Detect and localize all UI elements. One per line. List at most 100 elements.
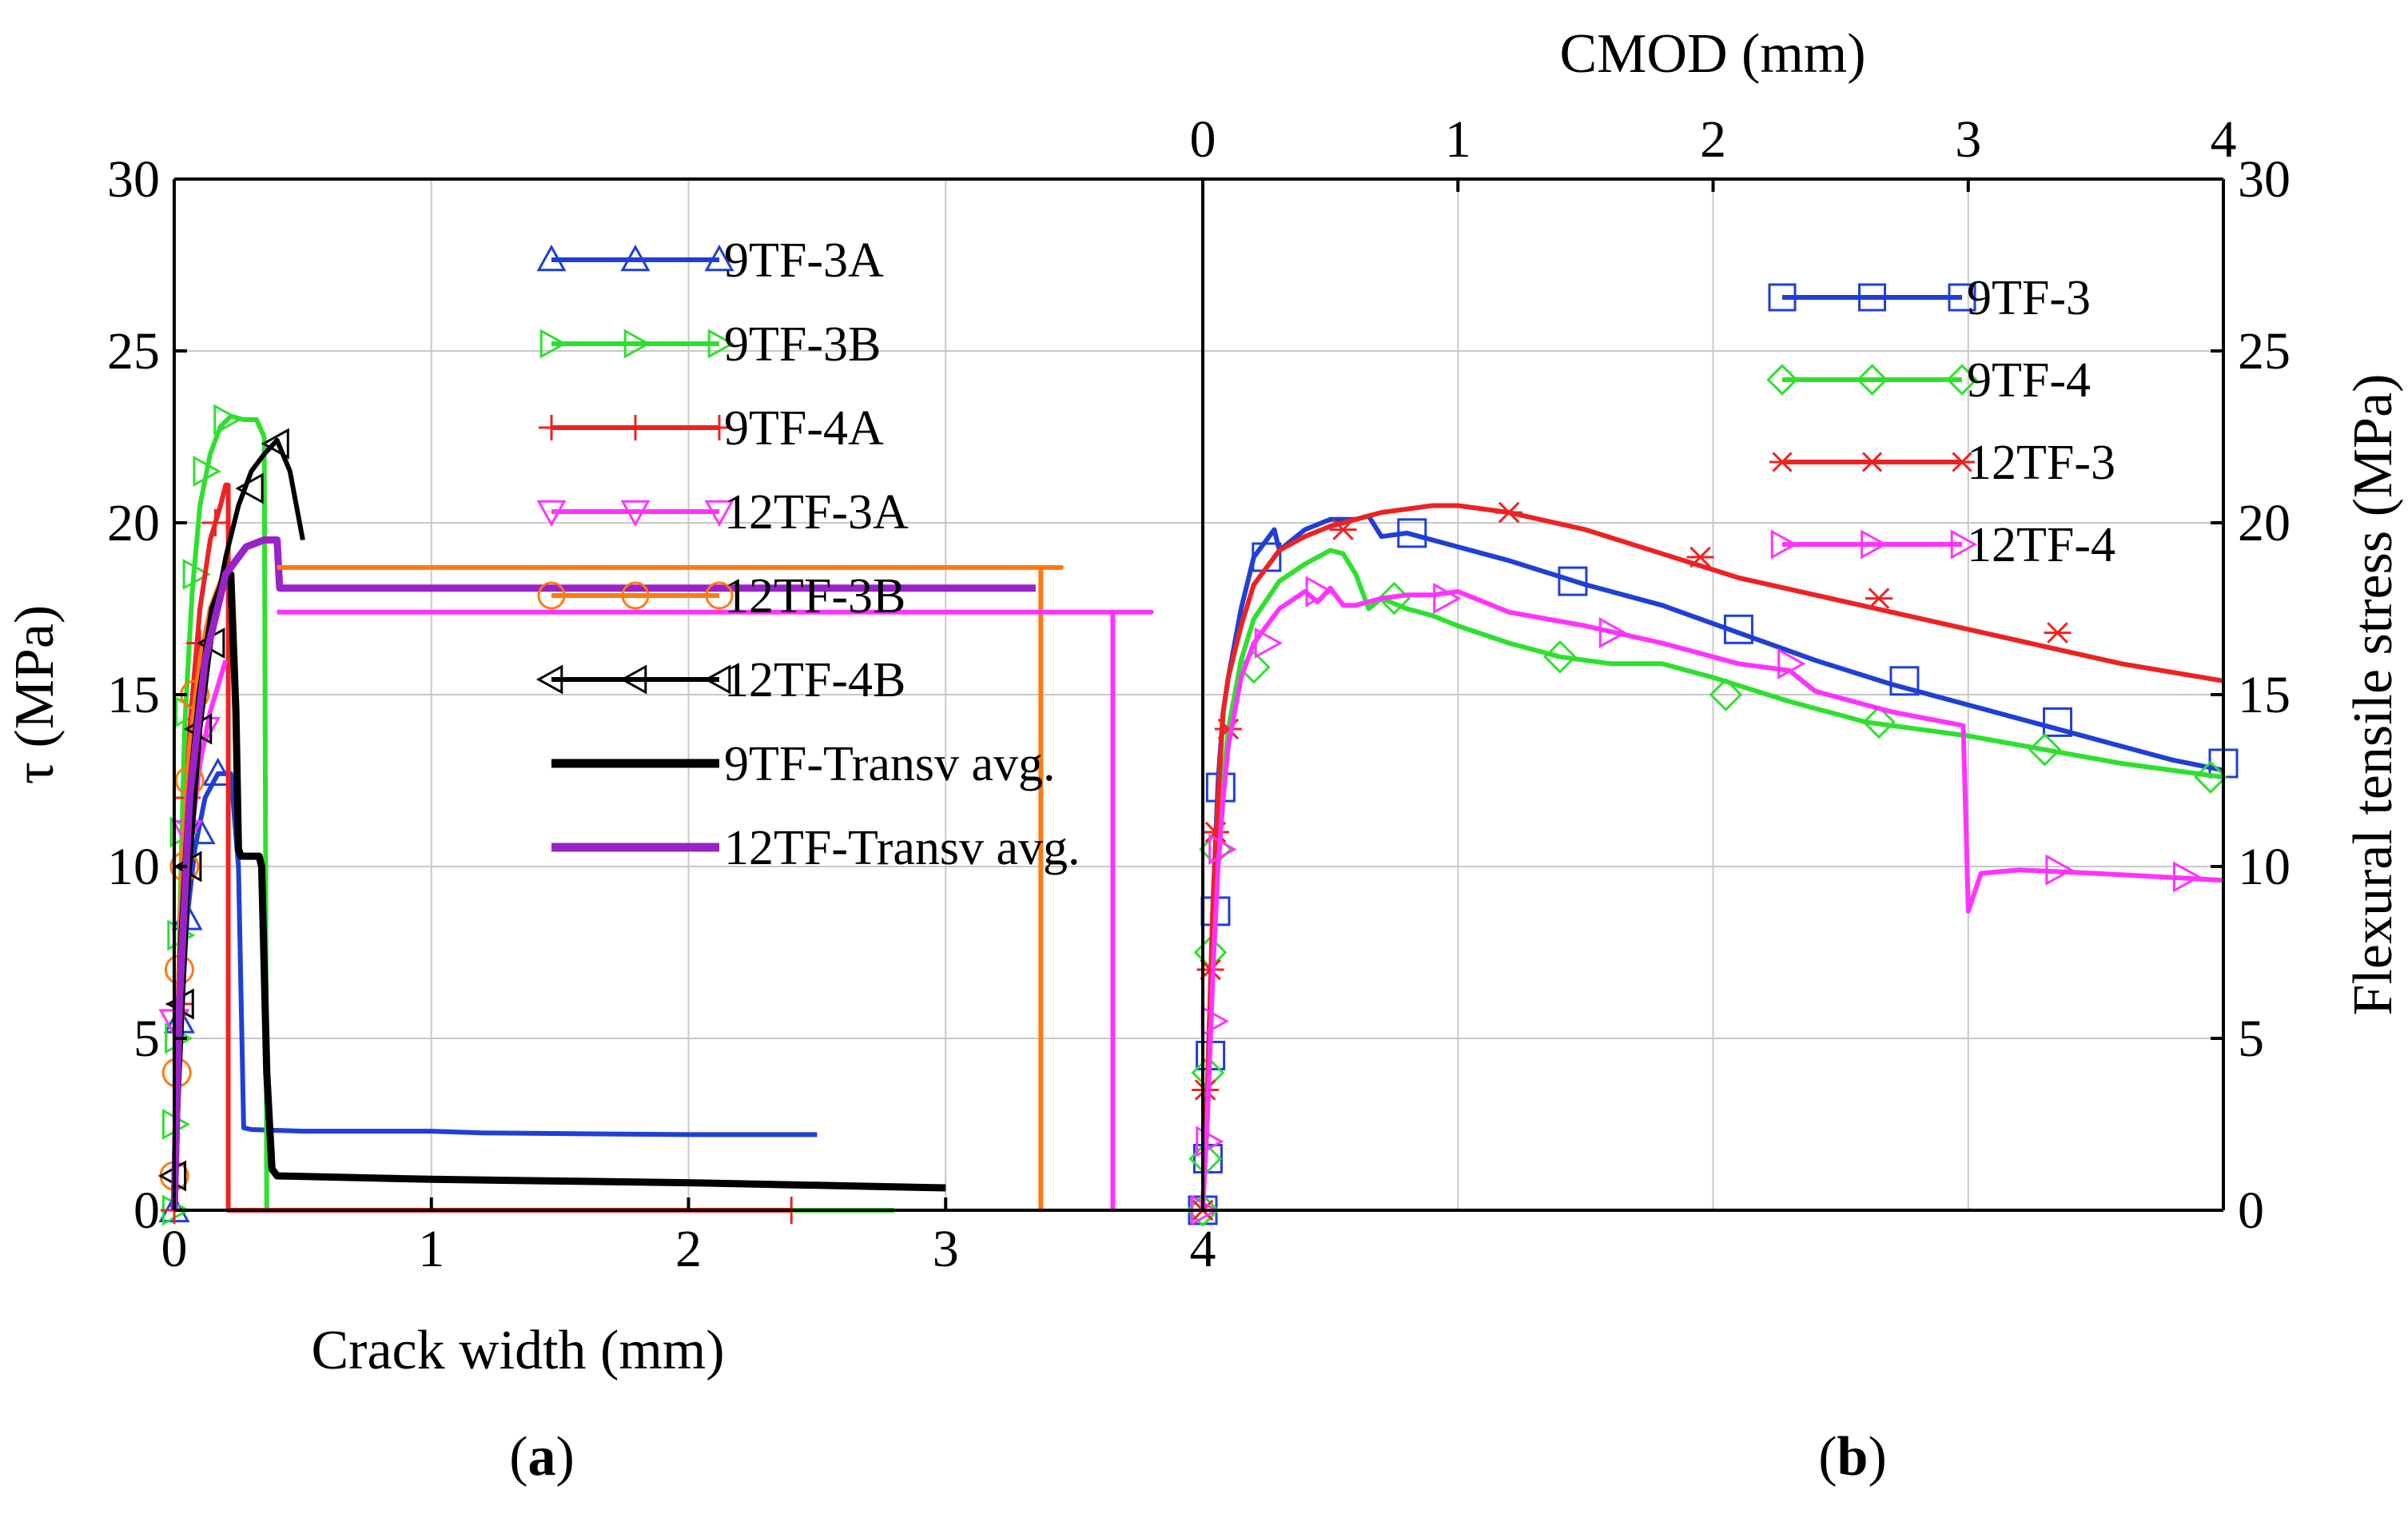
panel-b-x-tick-label: 1 (1445, 110, 1471, 169)
panel-a-y-tick-label: 30 (107, 150, 160, 209)
panel-b-series-12tf-4-point (1598, 617, 1627, 649)
panel-a-series-9tf-3b-point (193, 455, 221, 488)
panel-a-y-tick-label: 25 (107, 322, 160, 380)
panel-b-legend-marker-12tf-4 (1950, 529, 1978, 560)
panel-b-series-12tf-3-point (1329, 519, 1357, 540)
panel-b-legend-marker-9tf-4 (1856, 364, 1889, 396)
panel-a-y-tick-label: 10 (107, 838, 160, 896)
panel-b-y-axis-title: Flexural tensile stress (MPa) (2342, 374, 2404, 1016)
panel-a-legend-marker-9tf-3a (620, 244, 651, 272)
panel-a-legend-label-12tf-4b: 12TF-4B (724, 653, 905, 707)
panel-b-series-12tf-4-point (1196, 1126, 1224, 1157)
legends: 9TF-3A 9TF-3B 9TF-4A 12TF-3A 12TF-3B 12TF-4B 9… (535, 233, 2115, 875)
panel-b-legend-marker-9tf-4 (1766, 364, 1798, 396)
panel-a-legend-marker-9tf-3b (707, 329, 735, 359)
panel-a-series-9tf-4a-point (201, 509, 229, 536)
labels: Crack width (mm) τ (MPa) (a) CMOD (mm) Flexu… (4, 23, 2404, 1488)
panel-a-x-tick-label: 4 (1190, 1220, 1216, 1278)
panel-b-x-tick-label: 2 (1700, 110, 1726, 169)
panel-b-series-9tf-3-point (1558, 566, 1588, 596)
panel-a-label: (a) (509, 1426, 575, 1488)
panel-a-x-axis-title: Crack width (mm) (311, 1320, 724, 1381)
panel-a-x-tick-label: 2 (675, 1220, 702, 1278)
panel-b-y-tick-label: 30 (2238, 150, 2291, 209)
panel-a-legend-label-12tf-3b: 12TF-3B (724, 569, 905, 624)
panel-b-series-12tf-3-point (1865, 588, 1893, 609)
panel-b-series-9tf-4-point (1862, 705, 1896, 739)
panel-a-legend-marker-12tf-4b (535, 664, 563, 695)
panel-b-series-9tf-4-point (2194, 760, 2227, 795)
panel-a-x-tick-label: 0 (161, 1220, 188, 1278)
panel-b-series-12tf-4-line (1200, 585, 2224, 1211)
panel-a-x-tick-label: 3 (933, 1220, 959, 1278)
panel-a-y-tick-label: 20 (107, 494, 160, 552)
panel-a-series-limit-magenta-line (277, 609, 1154, 1210)
panel-b-legend-marker-12tf-3 (1859, 452, 1885, 472)
panel-a-legend-marker-12tf-3b (537, 581, 566, 610)
panel-b-series-9tf-3-point (1397, 518, 1427, 548)
panel-b-legend-marker-12tf-4 (1861, 529, 1888, 560)
panel-a-series-9tf-3b-point (182, 558, 211, 591)
panel-b-series-12tf-3-point (1192, 1079, 1220, 1101)
panel-a-legend-marker-9tf-3a (704, 244, 734, 272)
axes: 0 1 2 3 4 0 5 10 15 20 25 30 0 1 2 3 4 0 5 10 15 20 25 30 (107, 110, 2291, 1278)
panel-a-legend-marker-12tf-3a (704, 500, 734, 528)
panel-b-legend-marker-12tf-3 (1949, 452, 1975, 472)
panel-a-series-12tf-transv-avg--line (170, 536, 1036, 1211)
panel-b-series-9tf-4-point (1237, 650, 1271, 684)
panel-b-series-12tf-4-point (1777, 647, 1806, 679)
panel-a-series-limit-orange-line (277, 564, 1064, 1210)
panel-a-y-tick-label: 15 (107, 666, 160, 724)
panel-a-series-12tf-4b-point (235, 472, 264, 504)
panel-a-legend-label-9tf-transv-avg-: 9TF-Transv avg. (724, 737, 1056, 791)
panel-a-legend-marker-12tf-3b (705, 581, 734, 610)
panel-b-series-12tf-3-point (2044, 622, 2072, 643)
panel-b-series-9tf-4-point (2028, 732, 2062, 767)
panel-b-series-9tf-4-line (1200, 548, 2224, 1211)
panel-b-legend-marker-9tf-3 (1858, 283, 1886, 312)
panel-a-legend-marker-12tf-4b (619, 664, 647, 695)
panel-a-legend-marker-9tf-4a (623, 415, 648, 440)
panel-b-y-tick-label: 10 (2238, 838, 2291, 896)
panel-a-legend-marker-9tf-4a (706, 415, 732, 440)
panel-b-legend-label-12tf-3: 12TF-3 (1967, 436, 2115, 490)
panel-a-legend-marker-9tf-3b (539, 329, 567, 359)
panel-a-x-tick-label: 1 (418, 1220, 444, 1278)
panel-b-x-tick-label: 3 (1955, 110, 1981, 169)
panel-b-legend-marker-12tf-3 (1769, 452, 1795, 472)
panel-b-legend-label-9tf-3: 9TF-3 (1967, 271, 2091, 325)
panel-b-series-9tf-4-point (1709, 678, 1743, 711)
panel-b-y-tick-label: 20 (2238, 494, 2291, 552)
panel-b-series-12tf-3-point (1495, 501, 1523, 524)
panel-a-legend-marker-12tf-3b (621, 581, 650, 610)
panel-b-series-12tf-4-point (1254, 627, 1283, 659)
panel-a-y-tick-label: 5 (133, 1010, 160, 1068)
panel-b-series-12tf-4-point (1433, 583, 1462, 615)
panel-b-series-12tf-4-point (1305, 576, 1334, 608)
panel-a-legend-marker-12tf-4b (703, 664, 731, 695)
panel-b-x-axis-title: CMOD (mm) (1559, 23, 1865, 85)
panel-a-legend-label-9tf-3b: 9TF-3B (724, 317, 881, 372)
panel-a-legend-label-12tf-transv-avg-: 12TF-Transv avg. (724, 821, 1081, 875)
panel-b-y-tick-label: 15 (2238, 666, 2291, 724)
panel-b-legend-marker-9tf-3 (1948, 283, 1976, 312)
panel-b-y-tick-label: 25 (2238, 322, 2291, 380)
panel-a-legend-marker-9tf-3b (623, 329, 651, 359)
panel-a-legend-marker-9tf-4a (539, 415, 564, 440)
panel-b-x-tick-label: 4 (2211, 110, 2237, 169)
panel-b-legend-marker-9tf-3 (1768, 283, 1797, 312)
panel-a-legend-label-12tf-3a: 12TF-3A (724, 485, 909, 540)
panel-a-legend-marker-12tf-3a (536, 500, 567, 528)
panel-a-y-axis-title: τ (MPa) (4, 605, 66, 785)
panel-a-y-tick-label: 0 (133, 1181, 160, 1240)
panel-b-series-9tf-3-point (1889, 666, 1920, 696)
panel-b-series-9tf-4-point (1543, 639, 1577, 674)
panel-b-series-9tf-3-point (1723, 614, 1753, 644)
panel-b-series-9tf-3-point (2042, 707, 2072, 737)
panel-b-series-12tf-3-point (1686, 546, 1714, 568)
panel-b-y-tick-label: 0 (2238, 1181, 2264, 1240)
panel-a-legend-marker-9tf-3a (536, 244, 567, 272)
panel-b-series-12tf-3-line (1200, 503, 2224, 1211)
panel-a-legend-label-9tf-4a: 9TF-4A (724, 401, 884, 456)
